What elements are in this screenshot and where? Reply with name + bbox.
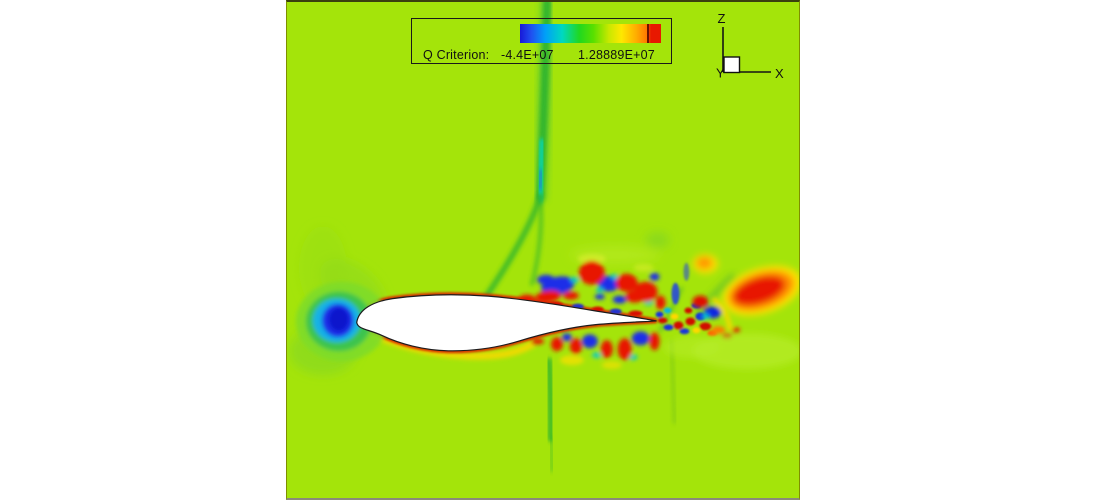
colorbar-legend: Q Criterion: -4.4E+07 1.28889E+07	[411, 18, 672, 64]
axis-triad: Y Z X	[716, 11, 784, 81]
plot-area	[286, 0, 800, 500]
far-wake-vortex-core	[663, 253, 799, 370]
legend-min-value: -4.4E+07	[501, 48, 554, 62]
shock-streaks	[483, 2, 736, 473]
legend-max-value: 1.28889E+07	[578, 48, 655, 62]
leading-edge-stagnation-blob	[295, 281, 388, 362]
axis-orientation-widget: Y Z X	[700, 5, 800, 95]
colorbar-gradient	[520, 24, 661, 43]
colorbar-max-divider	[647, 24, 649, 43]
lower-shear-layer-vortices	[532, 331, 660, 370]
mid-wake-vortices	[692, 295, 741, 340]
cfd-flow-field	[287, 2, 799, 498]
legend-title: Q Criterion:	[423, 48, 490, 62]
axis-label-z: Z	[718, 11, 726, 26]
airfoil-section	[356, 294, 657, 352]
axis-label-y: Y	[716, 66, 725, 81]
axis-label-x: X	[775, 66, 784, 81]
axis-origin-square	[723, 56, 741, 74]
